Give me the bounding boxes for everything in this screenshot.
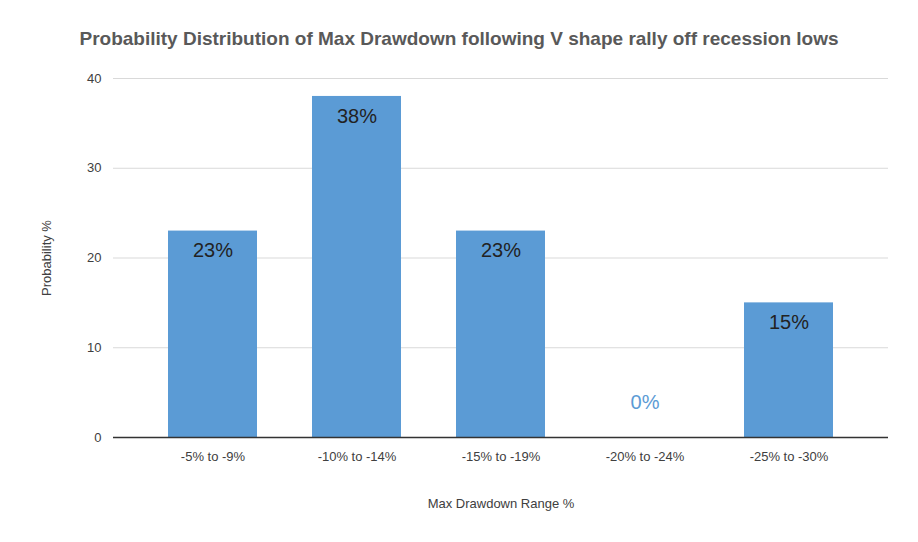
svg-text:23%: 23% xyxy=(481,239,521,261)
svg-text:0: 0 xyxy=(94,430,101,445)
svg-text:-5% to -9%: -5% to -9% xyxy=(181,449,246,464)
svg-text:-10% to -14%: -10% to -14% xyxy=(318,449,397,464)
svg-text:-20% to -24%: -20% to -24% xyxy=(606,449,685,464)
svg-text:-15% to -19%: -15% to -19% xyxy=(462,449,541,464)
html-text:Probability Distribution of Ma: Probability Distribution of Max Drawdown… xyxy=(79,28,839,49)
svg-text:0%: 0% xyxy=(631,391,660,413)
svg-text:23%: 23% xyxy=(193,239,233,261)
svg-text:Max Drawdown Range %: Max Drawdown Range % xyxy=(428,496,575,511)
svg-text:Probability %: Probability % xyxy=(39,220,54,296)
svg-text:10: 10 xyxy=(87,340,101,355)
svg-text:38%: 38% xyxy=(337,105,377,127)
svg-text:30: 30 xyxy=(87,160,101,175)
svg-text:15%: 15% xyxy=(769,311,809,333)
svg-text:20: 20 xyxy=(87,250,101,265)
svg-text:40: 40 xyxy=(87,71,101,86)
svg-text:-25% to -30%: -25% to -30% xyxy=(750,449,829,464)
